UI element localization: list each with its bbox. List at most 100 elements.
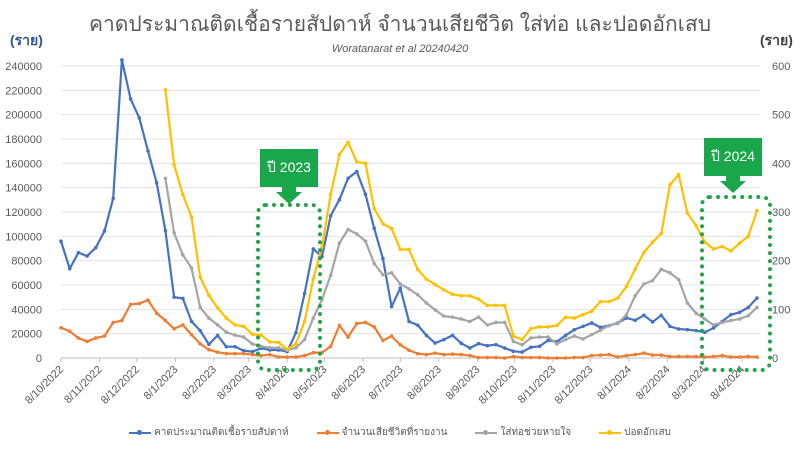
data-point [650, 353, 655, 357]
data-point [476, 341, 481, 346]
data-point [181, 323, 185, 327]
data-point [624, 312, 629, 317]
x-tick-label: 8/1/2023 [142, 364, 181, 403]
x-tick-label: 8/6/2023 [329, 364, 368, 403]
data-point [607, 323, 611, 328]
y-right-tick-label: 0 [772, 353, 778, 365]
data-point [181, 253, 185, 257]
data-point [529, 336, 533, 340]
data-point [120, 318, 124, 323]
data-point [476, 355, 481, 360]
data-point [485, 355, 490, 360]
data-point [172, 327, 176, 331]
y-left-tick-label: 0 [36, 353, 42, 365]
data-point [563, 356, 568, 360]
data-point [146, 149, 150, 153]
data-point [372, 261, 377, 266]
left-axis-unit: (ราย) [10, 32, 43, 48]
data-point [276, 345, 281, 350]
data-point [268, 340, 272, 344]
data-point [268, 345, 272, 350]
data-point [642, 250, 646, 255]
data-point [694, 311, 698, 316]
data-point [572, 334, 577, 338]
data-point [250, 342, 255, 346]
data-point [668, 354, 672, 359]
data-point [555, 356, 559, 360]
data-point [276, 340, 281, 345]
data-point [433, 341, 437, 345]
data-point [285, 355, 290, 359]
data-point [537, 355, 542, 360]
data-point [250, 352, 255, 357]
data-point [224, 344, 229, 349]
data-point [685, 354, 690, 359]
data-point [581, 312, 585, 317]
data-point [711, 326, 716, 330]
data-point [172, 231, 176, 235]
data-point [442, 337, 446, 342]
data-point [433, 282, 437, 287]
data-point [598, 299, 603, 304]
data-point [198, 305, 202, 310]
data-point [424, 333, 429, 338]
data-point [720, 244, 724, 249]
data-point [198, 275, 202, 280]
data-point [250, 349, 255, 354]
data-point [650, 240, 655, 244]
data-point [555, 342, 559, 346]
data-point [163, 88, 168, 92]
data-point [459, 293, 464, 298]
legend-item-deaths[interactable]: จำนวนเสียชีวิตที่รายงาน [316, 425, 447, 440]
data-point [181, 296, 185, 301]
legend-item-pneumonia[interactable]: ปอดอักเสบ [599, 425, 671, 440]
data-point [224, 330, 229, 335]
arrow-2024-stem [726, 175, 740, 181]
data-point [520, 343, 524, 347]
data-point [729, 312, 733, 317]
data-point [94, 245, 98, 250]
data-point [154, 311, 159, 316]
data-point [633, 352, 637, 357]
y-left-tick-label: 40000 [11, 304, 42, 316]
data-point [563, 337, 568, 342]
arrow-down-icon [720, 181, 746, 193]
legend-item-infections[interactable]: คาดประมาณติดเชื้อรายสัปดาห์ [129, 425, 289, 440]
data-point [685, 301, 690, 305]
data-point [285, 347, 290, 352]
data-point [415, 323, 420, 327]
data-point [311, 350, 316, 355]
arrow-2023-stem [282, 186, 296, 192]
data-point [372, 206, 377, 211]
data-point [128, 97, 133, 101]
data-point [450, 315, 455, 319]
data-point [215, 350, 220, 354]
data-point [459, 352, 464, 357]
data-point [676, 277, 681, 282]
data-point [172, 295, 176, 299]
data-point [424, 301, 429, 305]
data-point [415, 267, 420, 272]
data-point [207, 342, 211, 347]
data-point [241, 324, 246, 329]
y-left-tick-label: 20000 [11, 329, 42, 341]
data-point [668, 182, 672, 187]
data-point [337, 323, 342, 328]
data-point [659, 231, 664, 236]
legend-item-ventilator[interactable]: ใส่ท่อช่วยหายใจ [475, 425, 571, 440]
data-point [520, 350, 524, 354]
data-point [468, 353, 472, 358]
data-point [111, 196, 115, 201]
data-point [537, 325, 542, 329]
data-point [189, 266, 194, 270]
data-point [146, 298, 150, 302]
data-point [607, 299, 611, 304]
data-point [76, 336, 81, 340]
legend-label: คาดประมาณติดเชื้อรายสัปดาห์ [154, 427, 289, 438]
data-point [642, 313, 646, 318]
data-point [198, 342, 202, 346]
data-point [224, 351, 229, 356]
data-point [694, 354, 698, 359]
data-point [233, 344, 237, 349]
data-point [111, 320, 115, 325]
